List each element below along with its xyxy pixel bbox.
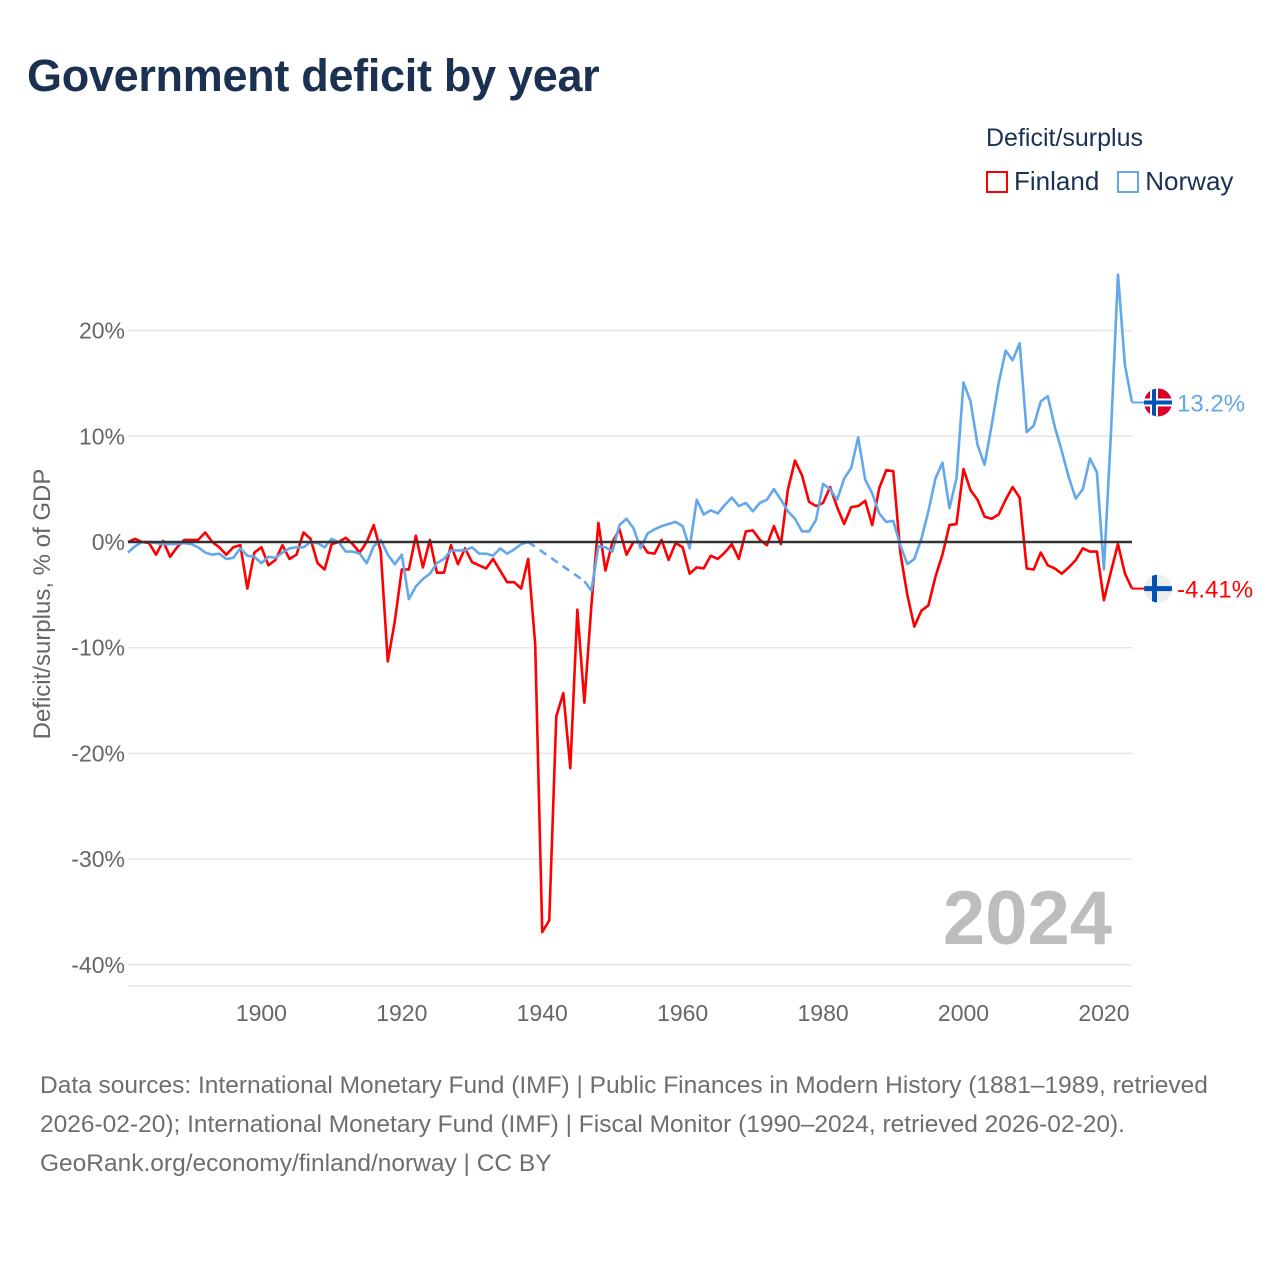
norway-missing-data-line — [527, 540, 586, 583]
y-tick-label: -30% — [71, 846, 125, 872]
x-tick-label: 2020 — [1078, 1000, 1129, 1026]
y-tick-label: 0% — [92, 529, 125, 555]
y-tick-label: -20% — [71, 740, 125, 766]
flag-cross — [1152, 574, 1157, 603]
finland-line — [127, 459, 1134, 934]
norway-line — [583, 273, 1134, 592]
flag-cross — [1152, 388, 1156, 417]
flag-cross — [1144, 400, 1172, 405]
credit-link[interactable]: GeoRank.org/economy/finland/norway | CC … — [40, 1150, 552, 1177]
x-tick-label: 1980 — [797, 1000, 848, 1026]
norway-line — [127, 537, 529, 601]
finland-swatch — [986, 170, 1008, 193]
x-tick-label: 2000 — [938, 1000, 989, 1026]
legend-title: Deficit/surplus — [986, 124, 1143, 152]
y-tick-label: 10% — [79, 423, 125, 449]
legend: Finland Norway — [986, 166, 1233, 197]
norway-swatch — [1117, 170, 1140, 193]
current-year-label: 2024 — [943, 876, 1112, 961]
norway-flag-icon — [1144, 388, 1172, 417]
y-tick-label: -10% — [71, 635, 125, 661]
x-tick-label: 1900 — [236, 1000, 287, 1026]
legend-item-finland[interactable]: Finland — [986, 166, 1099, 197]
legend-label: Finland — [1014, 166, 1100, 196]
y-axis-label: Deficit/surplus, % of GDP — [29, 469, 56, 740]
x-tick-label: 1940 — [517, 1000, 568, 1026]
y-tick-label: -40% — [71, 952, 125, 978]
finland-flag-icon — [1144, 574, 1172, 603]
norway-end-value: 13.2% — [1177, 390, 1245, 417]
flag-cross — [1144, 586, 1172, 592]
legend-label: Norway — [1145, 166, 1234, 196]
x-tick-label: 1920 — [376, 1000, 427, 1026]
chart-title: Government deficit by year — [27, 50, 600, 101]
legend-item-norway[interactable]: Norway — [1117, 166, 1233, 197]
footer: Data sources: International Monetary Fun… — [40, 1066, 1240, 1183]
y-tick-label: 20% — [79, 318, 125, 344]
data-sources: Data sources: International Monetary Fun… — [40, 1072, 1208, 1138]
x-tick-label: 1960 — [657, 1000, 708, 1026]
finland-end-value: -4.41% — [1177, 577, 1253, 604]
